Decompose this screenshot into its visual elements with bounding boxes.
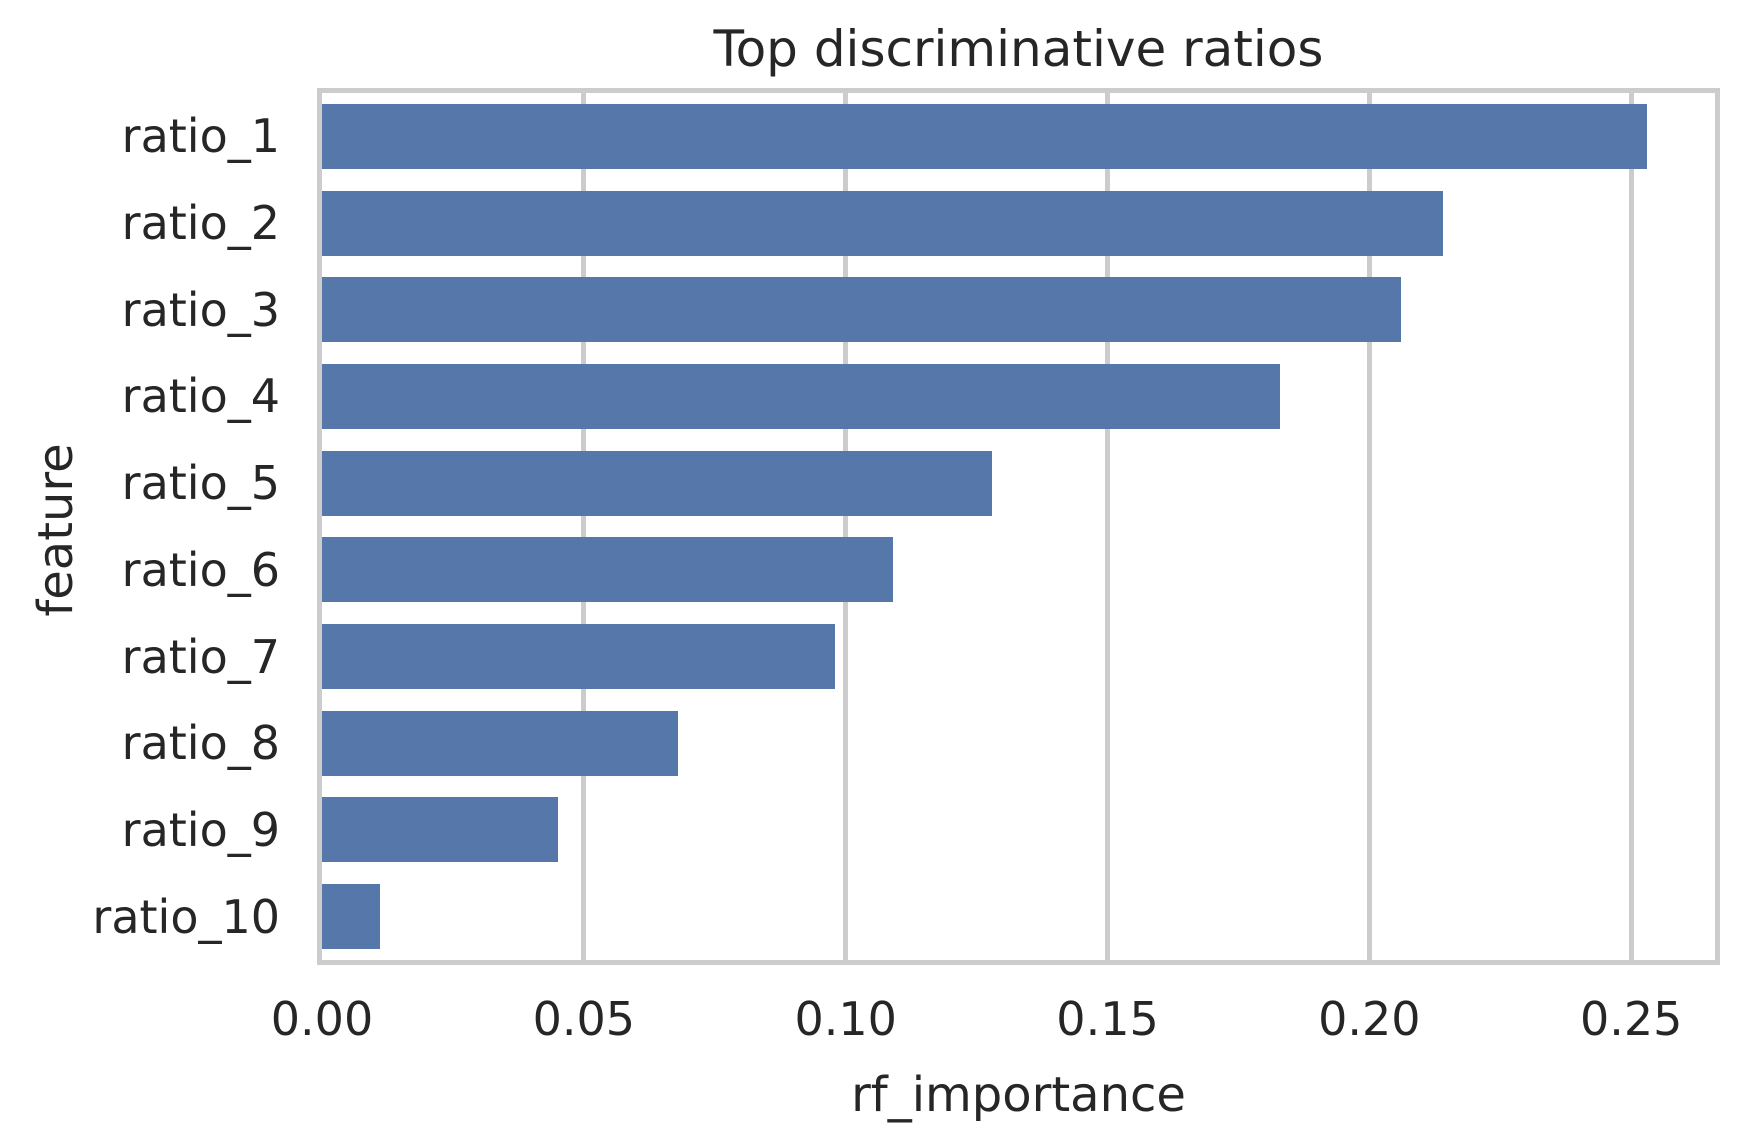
gridline-0.25: [1628, 93, 1634, 960]
gridline-0.2: [1366, 93, 1372, 960]
bar-ratio_5: [322, 450, 993, 516]
gridline-0.15: [1105, 93, 1111, 960]
x-tick-label-0.25: 0.25: [1579, 992, 1683, 1046]
y-tick-label-ratio_3: ratio_3: [121, 282, 280, 337]
bar-ratio_7: [322, 624, 836, 690]
y-tick-label-ratio_10: ratio_10: [92, 889, 280, 944]
x-axis-tick-labels: 0.00 0.05 0.10 0.15 0.20 0.25: [271, 992, 1715, 1046]
x-tick-label-0.00: 0.00: [270, 992, 374, 1046]
x-axis-label: rf_importance: [851, 1067, 1186, 1123]
y-tick-label-ratio_8: ratio_8: [121, 716, 280, 771]
y-tick-label-ratio_2: ratio_2: [121, 196, 280, 251]
chart-title: Top discriminative ratios: [713, 20, 1324, 78]
gridline-0.05: [581, 93, 587, 960]
y-tick-label-ratio_1: ratio_1: [121, 109, 280, 164]
bar-ratio_3: [322, 277, 1401, 343]
y-tick-label-ratio_7: ratio_7: [121, 629, 280, 684]
y-tick-label-ratio_9: ratio_9: [121, 802, 280, 857]
bar-ratio_10: [322, 884, 380, 950]
bar-ratio_6: [322, 537, 893, 603]
bar-ratio_9: [322, 797, 558, 863]
x-tick-label-0.20: 0.20: [1318, 992, 1421, 1046]
y-axis-label: feature: [28, 443, 84, 617]
plot-area: [322, 93, 1715, 960]
x-tick-label-0.15: 0.15: [1056, 992, 1159, 1046]
bar-ratio_4: [322, 363, 1281, 429]
bar-ratio_2: [322, 190, 1443, 256]
gridline-0.1: [843, 93, 849, 960]
bar-ratio_1: [322, 103, 1647, 169]
y-tick-label-ratio_6: ratio_6: [121, 542, 280, 597]
x-tick-label-0.10: 0.10: [794, 992, 897, 1046]
bar-ratio_8: [322, 710, 679, 776]
y-tick-label-ratio_5: ratio_5: [121, 456, 280, 511]
x-tick-label-0.05: 0.05: [532, 992, 636, 1046]
y-tick-label-ratio_4: ratio_4: [121, 369, 280, 424]
